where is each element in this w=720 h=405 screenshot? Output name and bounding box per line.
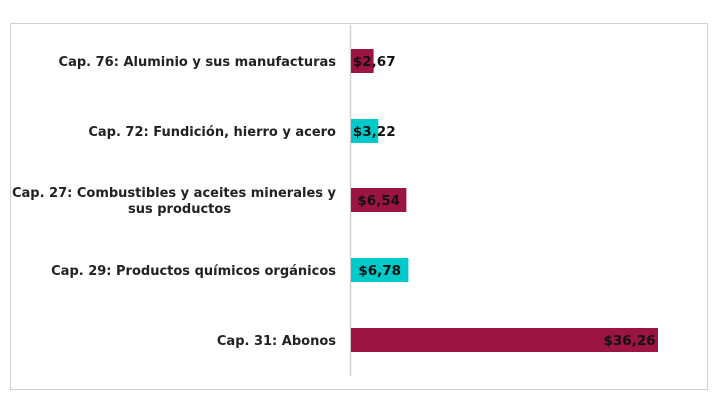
category-label: Cap. 29: Productos químicos orgánicos xyxy=(51,264,336,279)
data-label: $3,22 xyxy=(353,124,396,140)
bar xyxy=(351,258,409,282)
bar xyxy=(351,119,379,143)
data-label: $6,78 xyxy=(358,263,401,279)
category-label: Cap. 72: Fundición, hierro y acero xyxy=(88,125,336,140)
data-label: $6,54 xyxy=(357,193,400,209)
bar xyxy=(351,49,374,73)
data-label: $2,67 xyxy=(353,54,396,70)
category-label: Cap. 27: Combustibles y aceites minerale… xyxy=(12,186,337,201)
bar xyxy=(351,328,658,352)
chart-frame xyxy=(10,23,708,390)
bar xyxy=(351,188,407,212)
category-label: Cap. 31: Abonos xyxy=(217,334,336,349)
category-label: sus productos xyxy=(128,202,231,217)
category-label: Cap. 76: Aluminio y sus manufacturas xyxy=(59,55,337,70)
data-label: $36,26 xyxy=(603,333,655,349)
